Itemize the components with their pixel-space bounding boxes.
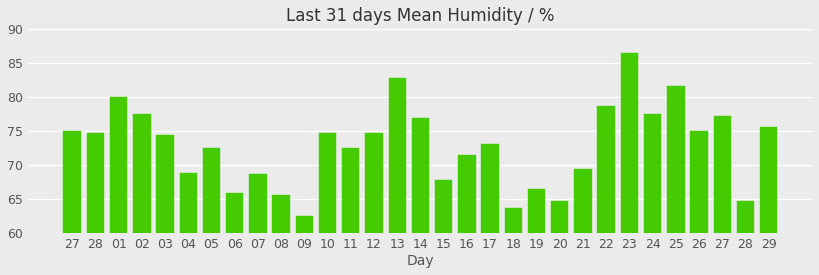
Bar [713, 116, 730, 233]
Bar [527, 189, 545, 233]
Bar [388, 78, 405, 233]
X-axis label: Day: Day [406, 254, 434, 268]
Bar [411, 118, 428, 233]
Bar [110, 97, 127, 233]
Bar [573, 169, 591, 233]
Bar [296, 216, 313, 233]
Bar [226, 192, 243, 233]
Bar [504, 208, 522, 233]
Bar [597, 106, 614, 233]
Bar [272, 195, 289, 233]
Bar [202, 148, 220, 233]
Bar [319, 133, 336, 233]
Bar [643, 114, 660, 233]
Bar [735, 201, 753, 233]
Bar [667, 86, 684, 233]
Bar [620, 53, 637, 233]
Bar [87, 133, 104, 233]
Bar [156, 135, 174, 233]
Bar [550, 201, 568, 233]
Bar [434, 180, 452, 233]
Title: Last 31 days Mean Humidity / %: Last 31 days Mean Humidity / % [286, 7, 554, 25]
Bar [481, 144, 498, 233]
Bar [690, 131, 707, 233]
Bar [133, 114, 151, 233]
Bar [342, 148, 359, 233]
Bar [759, 126, 776, 233]
Bar [63, 131, 81, 233]
Bar [249, 174, 266, 233]
Bar [364, 133, 382, 233]
Bar [179, 173, 197, 233]
Bar [458, 155, 475, 233]
